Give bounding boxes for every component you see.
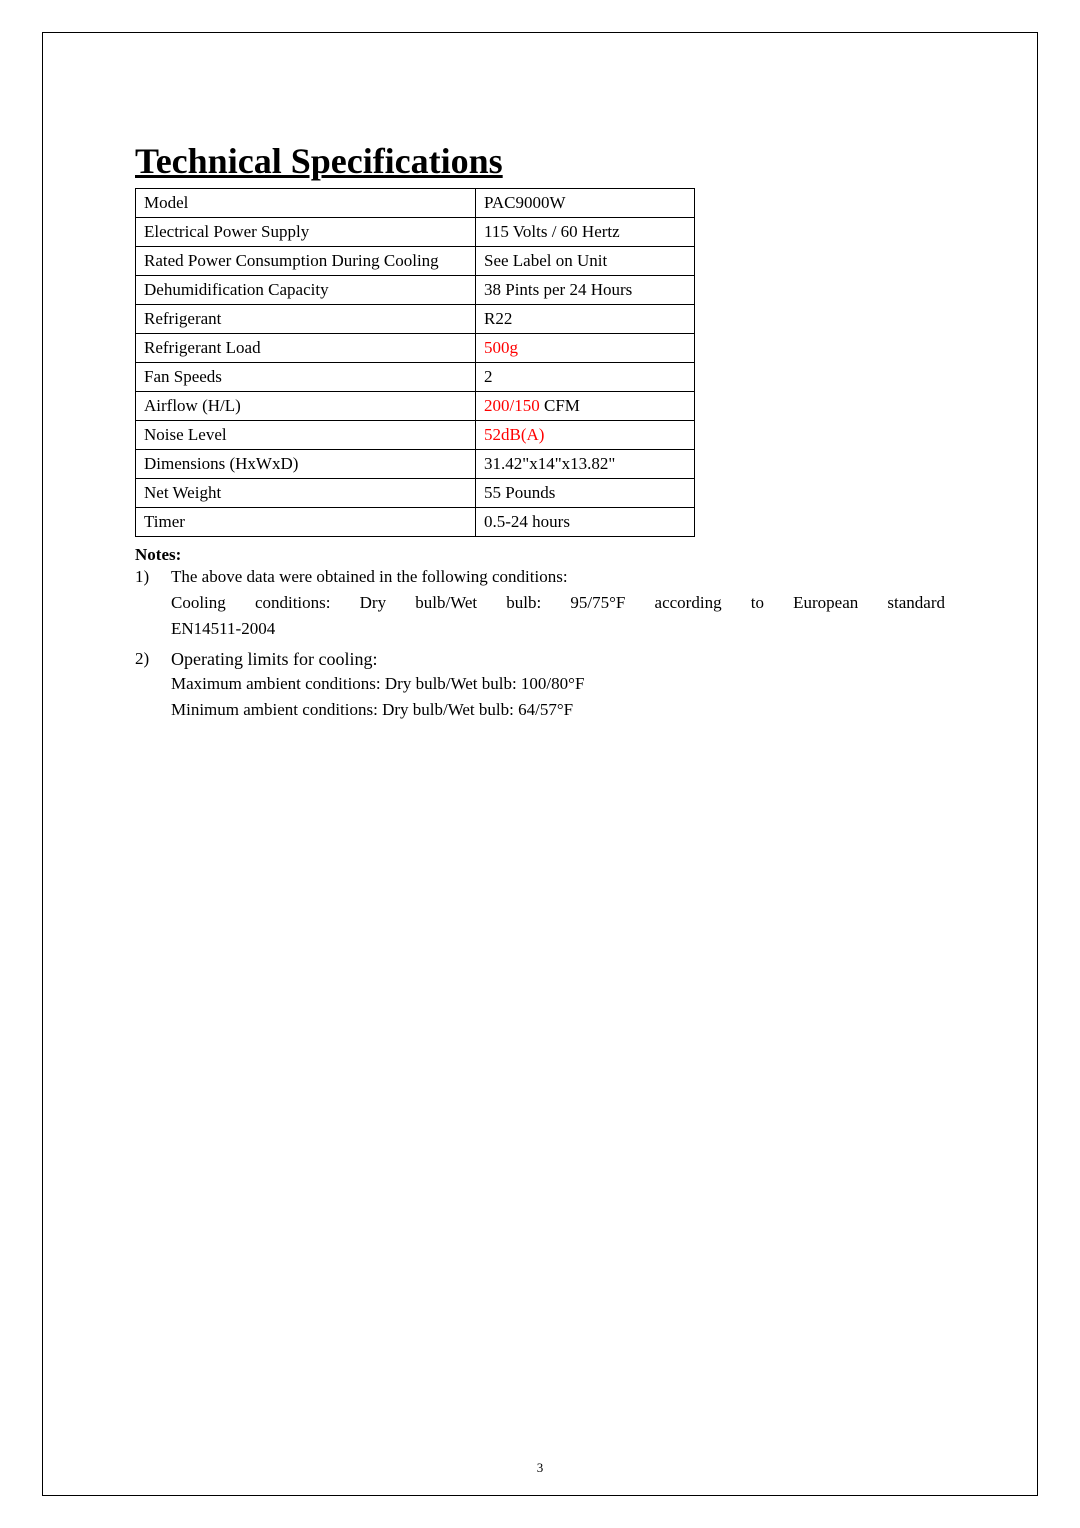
page-number: 3: [0, 1460, 1080, 1476]
notes-heading: Notes:: [135, 545, 945, 565]
page-title: Technical Specifications: [135, 140, 945, 182]
note-number: 1): [135, 567, 171, 645]
spec-value: 500g: [476, 334, 695, 363]
note-line: The above data were obtained in the foll…: [171, 567, 945, 587]
table-row: Dehumidification Capacity 38 Pints per 2…: [136, 276, 695, 305]
note-line: Maximum ambient conditions: Dry bulb/Wet…: [171, 674, 945, 694]
note-line: Minimum ambient conditions: Dry bulb/Wet…: [171, 700, 945, 720]
spec-value: 52dB(A): [476, 421, 695, 450]
note-number: 2): [135, 649, 171, 726]
table-row: Airflow (H/L) 200/150 CFM: [136, 392, 695, 421]
spec-value: R22: [476, 305, 695, 334]
table-row: Electrical Power Supply 115 Volts / 60 H…: [136, 218, 695, 247]
spec-value: 55 Pounds: [476, 479, 695, 508]
table-row: Fan Speeds 2: [136, 363, 695, 392]
spec-value: PAC9000W: [476, 189, 695, 218]
spec-label: Rated Power Consumption During Cooling: [136, 247, 476, 276]
table-row: Refrigerant Load 500g: [136, 334, 695, 363]
spec-label: Refrigerant Load: [136, 334, 476, 363]
note-subheading: Operating limits for cooling:: [171, 649, 945, 670]
spec-label: Dehumidification Capacity: [136, 276, 476, 305]
spec-label: Refrigerant: [136, 305, 476, 334]
table-row: Refrigerant R22: [136, 305, 695, 334]
spec-value-red: 200/150: [484, 396, 540, 415]
spec-value: See Label on Unit: [476, 247, 695, 276]
spec-label: Electrical Power Supply: [136, 218, 476, 247]
spec-label: Timer: [136, 508, 476, 537]
spec-value: 38 Pints per 24 Hours: [476, 276, 695, 305]
spec-value: 2: [476, 363, 695, 392]
note-item: 1) The above data were obtained in the f…: [135, 567, 945, 645]
spec-label: Airflow (H/L): [136, 392, 476, 421]
table-row: Noise Level 52dB(A): [136, 421, 695, 450]
table-row: Model PAC9000W: [136, 189, 695, 218]
notes-list: 1) The above data were obtained in the f…: [135, 567, 945, 726]
spec-value: 31.42"x14"x13.82": [476, 450, 695, 479]
note-content: Operating limits for cooling: Maximum am…: [171, 649, 945, 726]
spec-value: 115 Volts / 60 Hertz: [476, 218, 695, 247]
spec-label: Net Weight: [136, 479, 476, 508]
note-line: EN14511-2004: [171, 619, 945, 639]
table-row: Dimensions (HxWxD) 31.42"x14"x13.82": [136, 450, 695, 479]
note-content: The above data were obtained in the foll…: [171, 567, 945, 645]
spec-value: 200/150 CFM: [476, 392, 695, 421]
spec-label: Model: [136, 189, 476, 218]
spec-value-suffix: CFM: [540, 396, 580, 415]
page-content: Technical Specifications Model PAC9000W …: [135, 140, 945, 730]
spec-label: Dimensions (HxWxD): [136, 450, 476, 479]
spec-label: Fan Speeds: [136, 363, 476, 392]
note-line: Cooling conditions: Dry bulb/Wet bulb: 9…: [171, 593, 945, 613]
table-row: Timer 0.5-24 hours: [136, 508, 695, 537]
spec-label: Noise Level: [136, 421, 476, 450]
note-item: 2) Operating limits for cooling: Maximum…: [135, 649, 945, 726]
table-row: Net Weight 55 Pounds: [136, 479, 695, 508]
table-row: Rated Power Consumption During Cooling S…: [136, 247, 695, 276]
spec-value: 0.5-24 hours: [476, 508, 695, 537]
specifications-table: Model PAC9000W Electrical Power Supply 1…: [135, 188, 695, 537]
